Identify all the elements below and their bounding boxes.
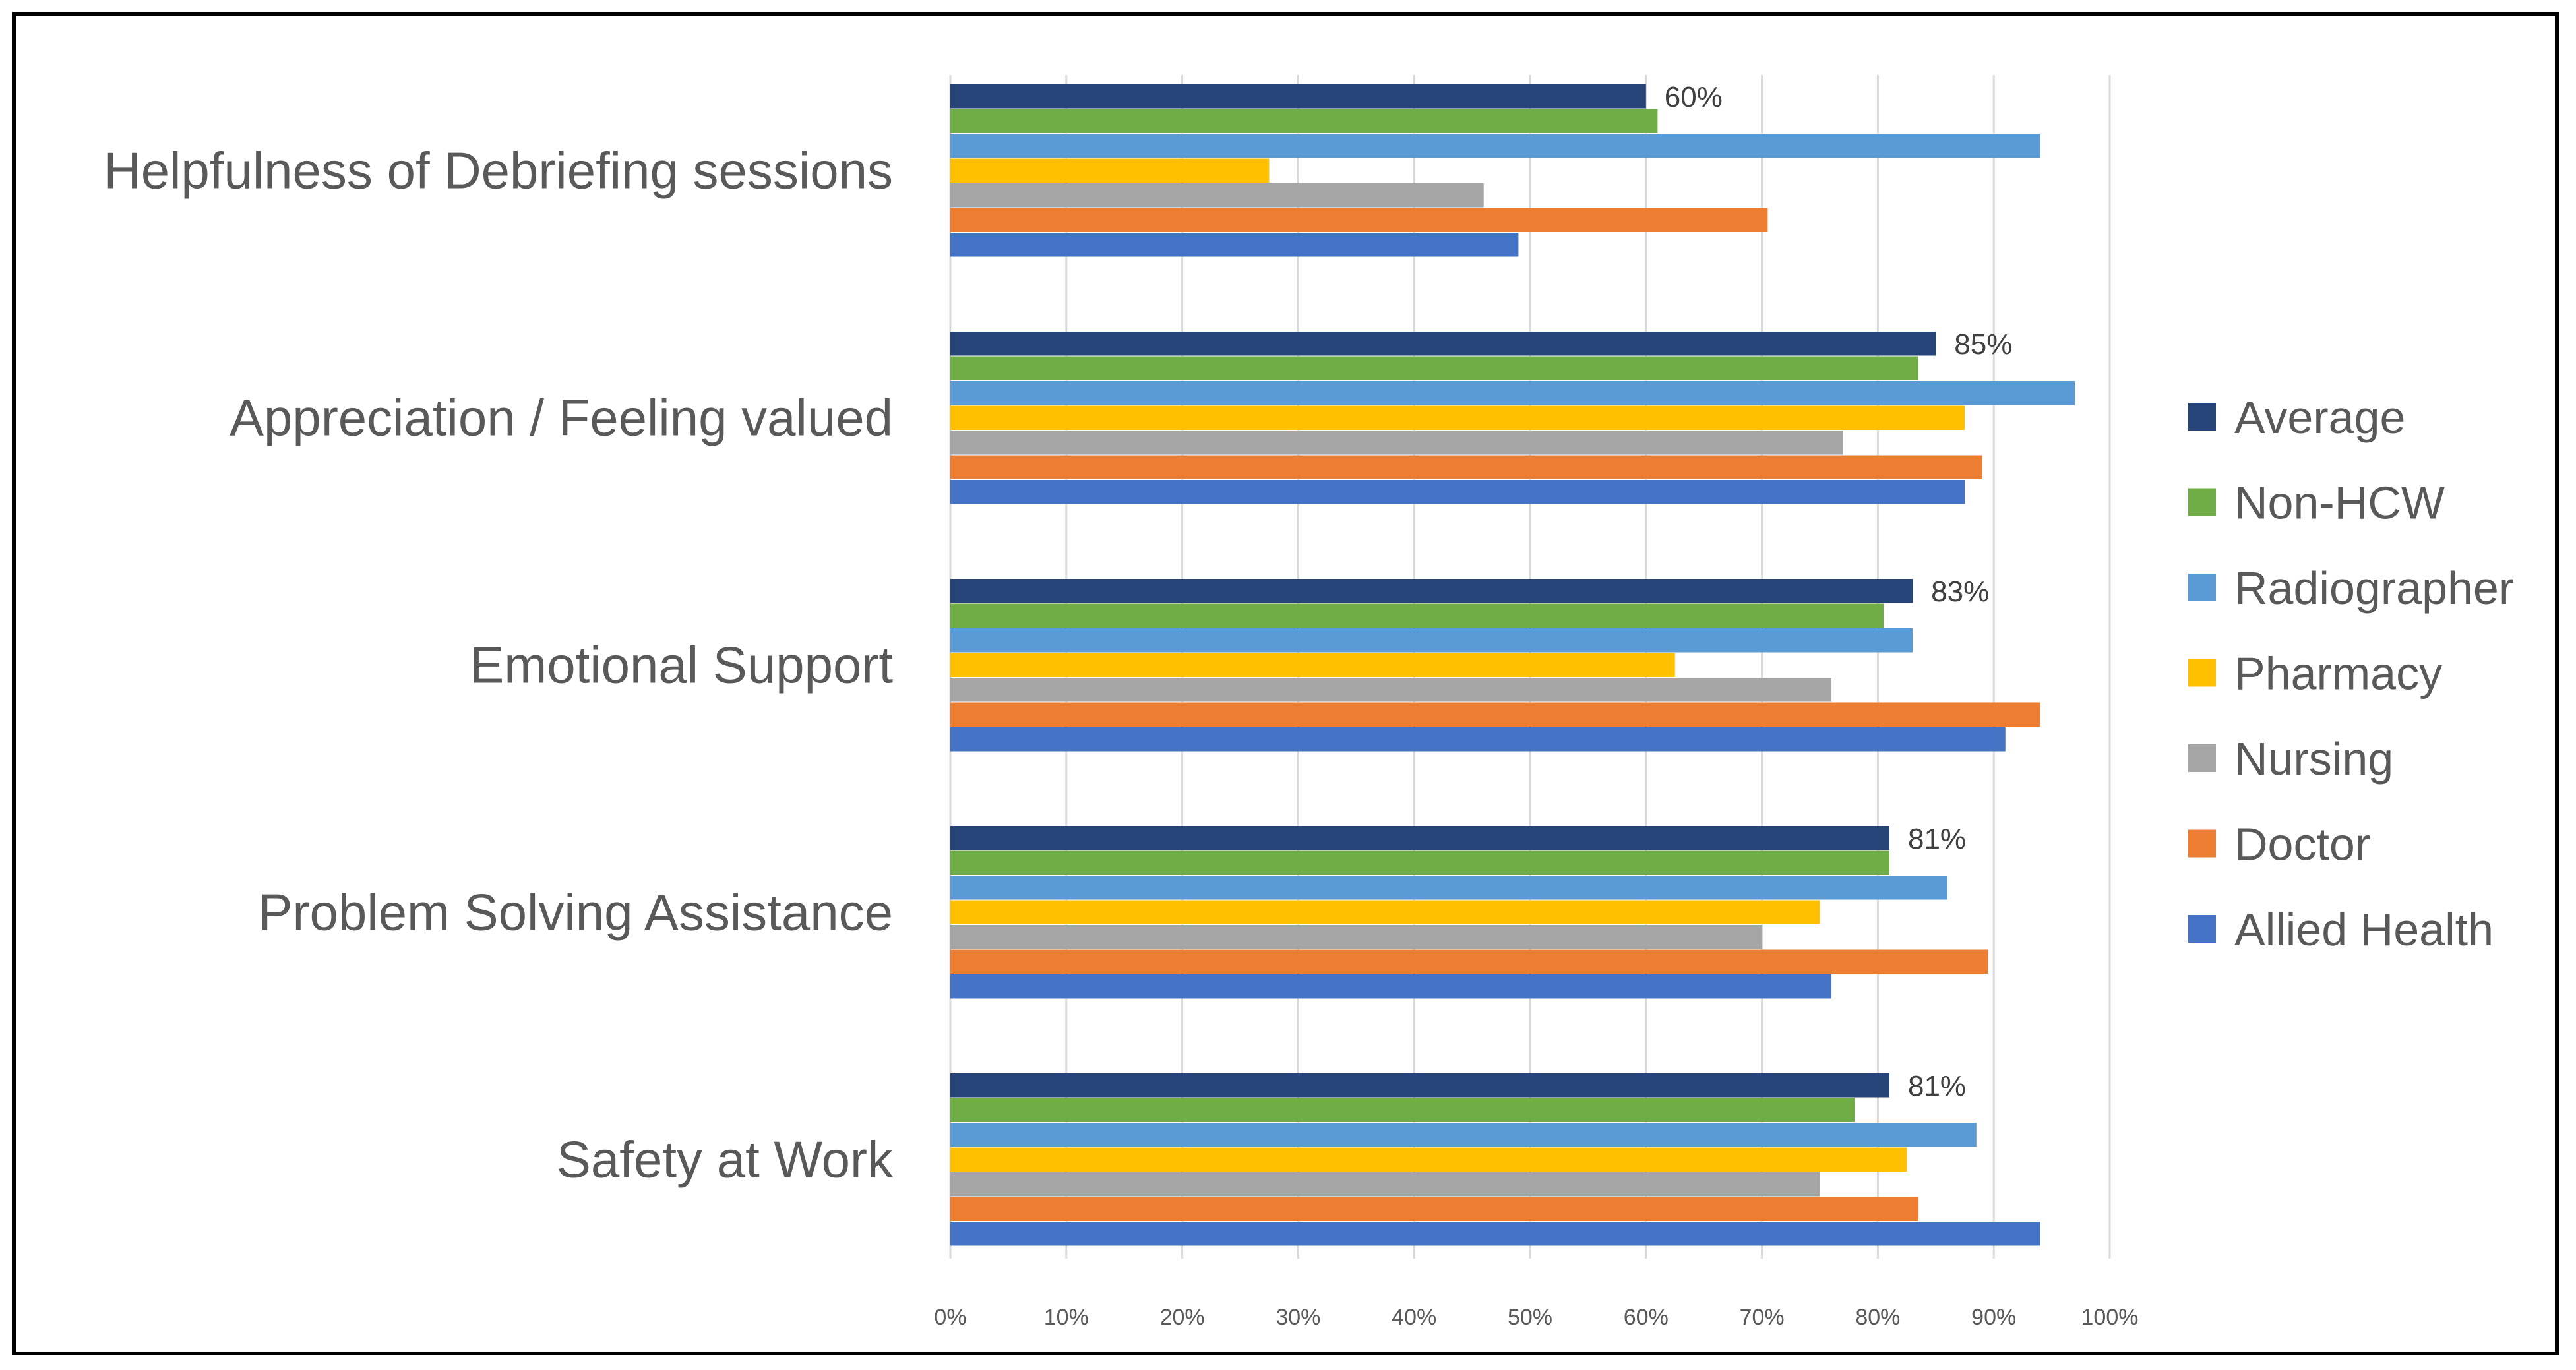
data-label-average-emotional-support: 83% (1931, 576, 1989, 608)
legend-swatch-nursing (2188, 744, 2216, 772)
bar-pharmacy-emotional-support (950, 653, 1675, 677)
tick-label-10: 10% (1044, 1305, 1089, 1330)
bar-nursing-problem-solving-assistance (950, 925, 1762, 949)
category-label-emotional-support: Emotional Support (470, 636, 893, 694)
legend-label-pharmacy: Pharmacy (2234, 648, 2442, 700)
x-axis-ticks: 0% 10% 20% 30% 40% 50% 60% 70% 80% 90% 100% (934, 1305, 2138, 1330)
bar-average-safety-at-work (950, 1073, 1889, 1098)
bar-nursing-helpfulness-of-debriefing-sessions (950, 183, 1484, 208)
tick-label-30: 30% (1275, 1305, 1320, 1330)
tick-label-60: 60% (1624, 1305, 1669, 1330)
category-label-helpfulness-of-debriefing-sessions: Helpfulness of Debriefing sessions (104, 141, 893, 199)
bar-nursing-emotional-support (950, 678, 1832, 702)
bar-allied-health-emotional-support (950, 727, 2006, 752)
data-label-average-safety-at-work: 81% (1908, 1070, 1966, 1102)
bar-chart: Helpfulness of Debriefing sessions Apprec… (104, 75, 2514, 1330)
legend-label-doctor: Doctor (2234, 819, 2370, 870)
bar-non-hcw-emotional-support (950, 603, 1884, 628)
legend: Average Non-HCW Radiographer Pharmacy Nursin… (2188, 392, 2514, 955)
bar-doctor-safety-at-work (950, 1197, 1918, 1221)
bar-radiographer-appreciation-feeling-valued (950, 381, 2075, 405)
category-label-safety-at-work: Safety at Work (557, 1130, 894, 1188)
data-label-average-helpfulness-of-debriefing-sessions: 60% (1665, 81, 1723, 113)
bar-average-problem-solving-assistance (950, 826, 1889, 850)
bar-doctor-helpfulness-of-debriefing-sessions (950, 208, 1768, 232)
category-label-appreciation-feeling-valued: Appreciation / Feeling valued (230, 388, 893, 446)
bars (950, 84, 2075, 1246)
bar-doctor-appreciation-feeling-valued (950, 455, 1982, 479)
legend-label-average: Average (2234, 392, 2405, 443)
legend-swatch-allied-health (2188, 915, 2216, 943)
bar-doctor-problem-solving-assistance (950, 949, 1988, 974)
data-label-average-appreciation-feeling-valued: 85% (1954, 328, 2012, 361)
data-labels: 60% 85% 83% 81% 81% (1665, 81, 2013, 1102)
tick-label-50: 50% (1508, 1305, 1552, 1330)
bar-pharmacy-safety-at-work (950, 1147, 1907, 1172)
bar-non-hcw-helpfulness-of-debriefing-sessions (950, 109, 1658, 133)
bar-average-appreciation-feeling-valued (950, 332, 1936, 356)
data-label-average-problem-solving-assistance: 81% (1908, 823, 1966, 855)
bar-allied-health-problem-solving-assistance (950, 974, 1832, 999)
bar-pharmacy-appreciation-feeling-valued (950, 405, 1965, 430)
legend-swatch-doctor (2188, 829, 2216, 858)
category-labels: Helpfulness of Debriefing sessions Apprec… (104, 141, 894, 1188)
legend-label-nursing: Nursing (2234, 733, 2393, 785)
tick-label-70: 70% (1740, 1305, 1785, 1330)
bar-non-hcw-problem-solving-assistance (950, 850, 1889, 875)
bar-pharmacy-problem-solving-assistance (950, 900, 1820, 924)
bar-doctor-emotional-support (950, 702, 2040, 727)
bar-radiographer-problem-solving-assistance (950, 876, 1947, 900)
tick-label-90: 90% (1971, 1305, 2016, 1330)
tick-label-20: 20% (1160, 1305, 1205, 1330)
legend-swatch-pharmacy (2188, 659, 2216, 687)
legend-swatch-radiographer (2188, 574, 2216, 601)
tick-label-40: 40% (1392, 1305, 1436, 1330)
bar-allied-health-appreciation-feeling-valued (950, 480, 1965, 504)
bar-radiographer-helpfulness-of-debriefing-sessions (950, 134, 2040, 158)
legend-swatch-average (2188, 403, 2216, 431)
category-label-problem-solving-assistance: Problem Solving Assistance (259, 883, 893, 941)
bar-nursing-appreciation-feeling-valued (950, 431, 1843, 455)
legend-label-allied-health: Allied Health (2234, 904, 2494, 955)
bar-radiographer-emotional-support (950, 628, 1913, 653)
bar-average-emotional-support (950, 579, 1913, 603)
bar-nursing-safety-at-work (950, 1172, 1820, 1197)
bar-allied-health-helpfulness-of-debriefing-sessions (950, 233, 1519, 257)
chart-frame: Helpfulness of Debriefing sessions Apprec… (12, 12, 2559, 1355)
bar-allied-health-safety-at-work (950, 1222, 2040, 1246)
bar-non-hcw-safety-at-work (950, 1098, 1855, 1122)
legend-label-radiographer: Radiographer (2234, 562, 2514, 614)
legend-label-non-hcw: Non-HCW (2234, 477, 2445, 529)
bar-average-helpfulness-of-debriefing-sessions (950, 84, 1646, 109)
bar-pharmacy-helpfulness-of-debriefing-sessions (950, 158, 1270, 183)
tick-label-100: 100% (2081, 1305, 2139, 1330)
tick-label-80: 80% (1855, 1305, 1900, 1330)
bar-radiographer-safety-at-work (950, 1123, 1977, 1147)
tick-label-0: 0% (934, 1305, 966, 1330)
bar-non-hcw-appreciation-feeling-valued (950, 356, 1918, 380)
legend-swatch-non-hcw (2188, 488, 2216, 516)
